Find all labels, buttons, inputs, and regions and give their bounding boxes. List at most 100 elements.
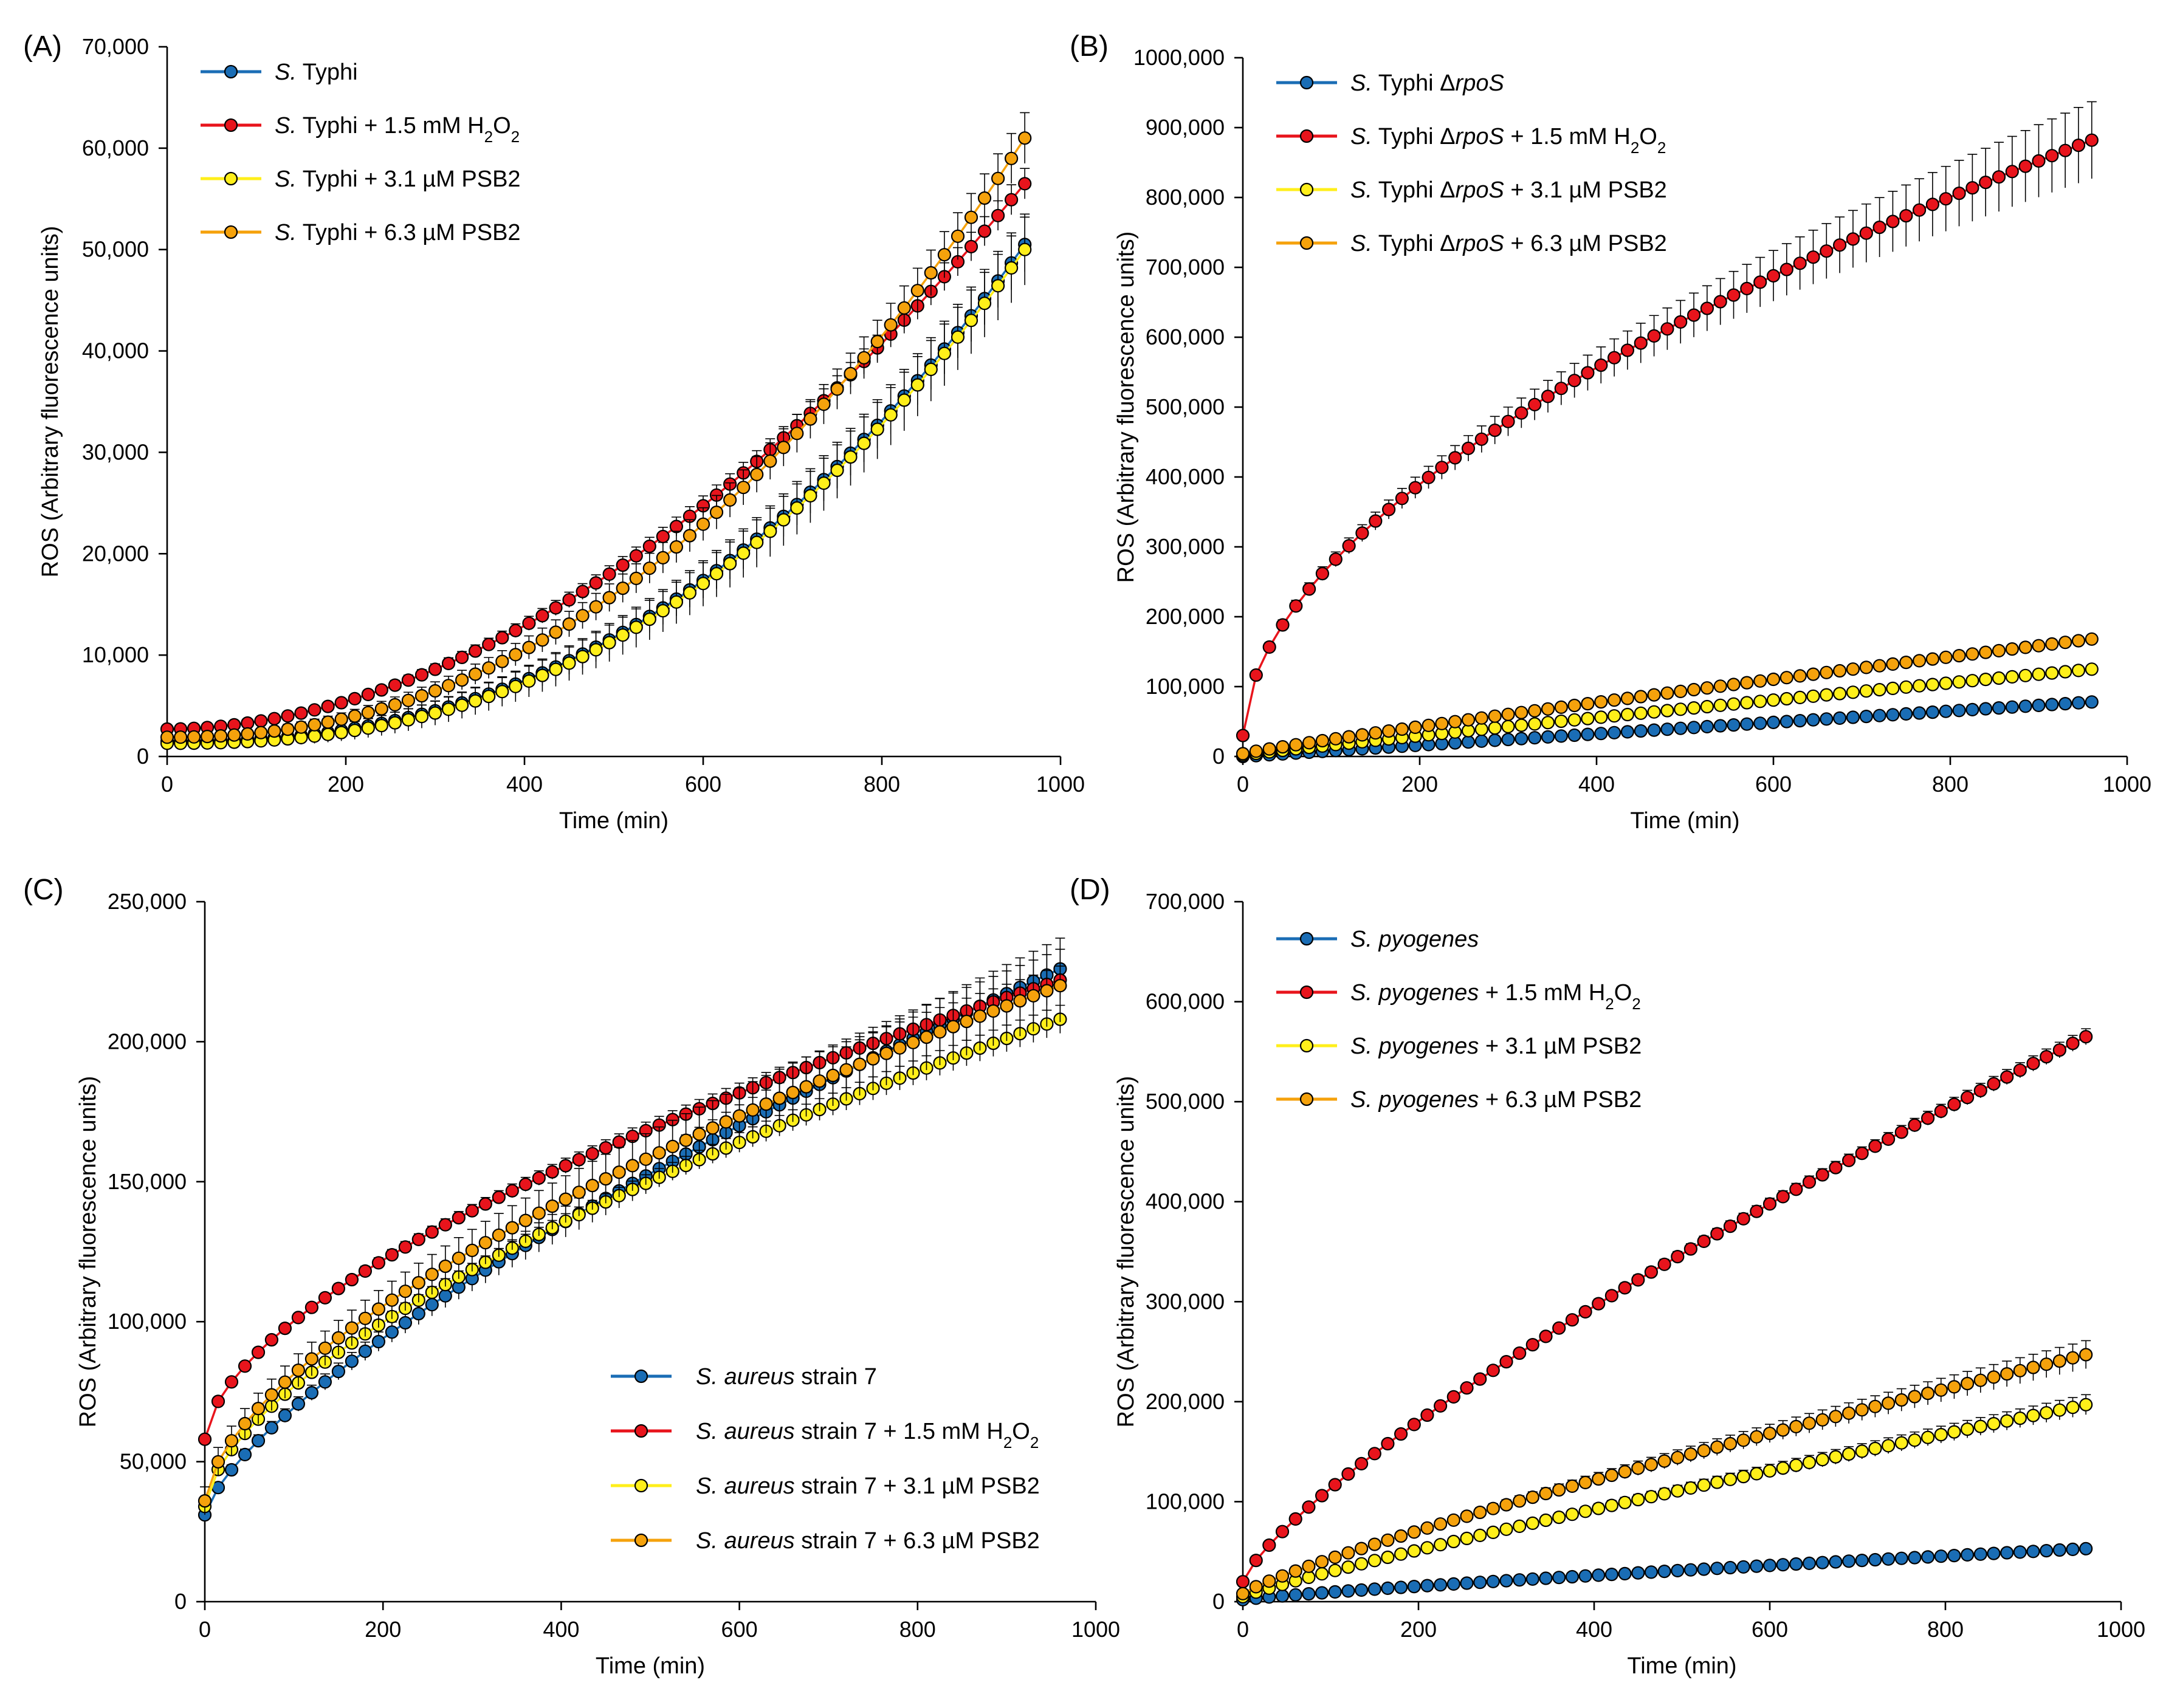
data-point [441,679,456,693]
data-point [897,393,911,407]
data-point [1660,704,1674,718]
data-point [991,208,1005,222]
data-point [589,643,603,657]
data-point [1671,1450,1685,1464]
data-point [1965,181,1979,195]
data-point [1683,1481,1697,1495]
data-point [669,595,684,609]
legend-item: S. Typhi [201,60,358,85]
data-point [2045,698,2059,712]
data-point [2066,1351,2080,1365]
data-point [1567,713,1581,727]
y-tick-label: 100,000 [1146,1489,1225,1514]
data-point [1420,1408,1434,1422]
data-point [1592,1568,1606,1582]
data-point [1750,1467,1764,1481]
data-point [1868,1552,1882,1567]
legend: S. Typhi ΔrpoS S. Typhi ΔrpoS + 1.5 mM H2… [1276,70,1667,256]
data-point [345,1272,359,1287]
data-point [1833,687,1847,701]
data-point [1979,672,1993,687]
data-point [1671,1250,1685,1264]
data-point [977,297,992,310]
data-point [1815,1555,1829,1569]
data-point [509,679,523,693]
series-s-typhi-rpos [1236,695,2099,764]
data-point [398,1315,413,1330]
data-point [1913,654,1927,668]
data-point [589,600,603,614]
data-point [1328,1585,1342,1599]
data-point [612,1165,626,1179]
data-point [1833,711,1847,725]
data-point [1740,676,1754,690]
data-point [817,397,831,411]
data-point [331,1281,346,1295]
data-point [1607,709,1621,723]
data-point [1618,1465,1632,1479]
data-point [1820,244,1834,258]
data-point [361,687,375,702]
data-point [2032,667,2046,681]
legend-label: S. Typhi + 3.1 µM PSB2 [275,166,521,192]
series-s-typhi-rpos-6-3-m-psb2 [1236,632,2099,761]
data-point [616,558,630,572]
data-point [1604,1289,1618,1303]
y-axis-title: ROS (Arbitrary fluorescence units) [1113,232,1139,583]
data-point [830,382,844,396]
data-point [1382,502,1396,516]
data-point [1004,261,1019,275]
panel-label: (D) [1070,874,1110,906]
data-point [884,318,898,332]
data-point [562,656,576,670]
data-point [1647,329,1661,343]
series-s-typhi-6-3-m-psb2 [160,112,1032,744]
legend-swatch-marker [634,1533,648,1548]
data-point [1565,1479,1579,1493]
x-tick-label: 600 [721,1617,758,1642]
data-point [482,661,496,675]
data-point [1289,738,1303,752]
data-point [1528,397,1542,412]
data-point [1683,1563,1697,1577]
data-point [549,625,563,639]
legend-label: S. pyogenes + 6.3 µM PSB2 [1350,1087,1642,1113]
series-s-aureus-strain-7-1-5-mm-h2o2 [198,965,1067,1446]
data-point [1528,704,1542,718]
data-point [1647,723,1661,737]
y-tick-label: 900,000 [1146,115,1225,140]
data-point [599,1171,613,1186]
legend-item: S. Typhi ΔrpoS + 3.1 µM PSB2 [1276,177,1667,203]
data-point [2066,1036,2080,1051]
y-tick-label: 0 [137,744,149,769]
data-point [1987,1077,2001,1091]
data-point [1736,1470,1750,1484]
data-point [1486,1525,1500,1539]
data-point [642,539,656,554]
data-point [1446,1513,1460,1527]
data-point [334,696,348,710]
data-point [1367,1537,1381,1551]
data-point [2052,1543,2066,1557]
data-point [1369,726,1383,740]
y-tick-label: 60,000 [82,135,149,160]
data-point [1779,715,1793,729]
data-point [964,239,978,253]
data-point [964,314,978,328]
data-point [1236,747,1250,761]
data-point [777,441,791,454]
data-point [1965,674,1979,688]
x-tick-label: 800 [864,772,900,797]
data-point [1934,1104,1948,1119]
legend-item: S. pyogenes + 6.3 µM PSB2 [1276,1087,1642,1113]
data-point [441,702,456,716]
data-point [1488,721,1502,735]
data-point [2040,1406,2054,1420]
data-point [1394,1547,1408,1561]
data-point [1446,1534,1460,1549]
data-point [1461,441,1476,456]
data-point [2058,696,2072,711]
y-tick-label: 0 [1212,1589,1225,1614]
data-point [1355,1557,1369,1571]
data-point [933,1025,947,1039]
